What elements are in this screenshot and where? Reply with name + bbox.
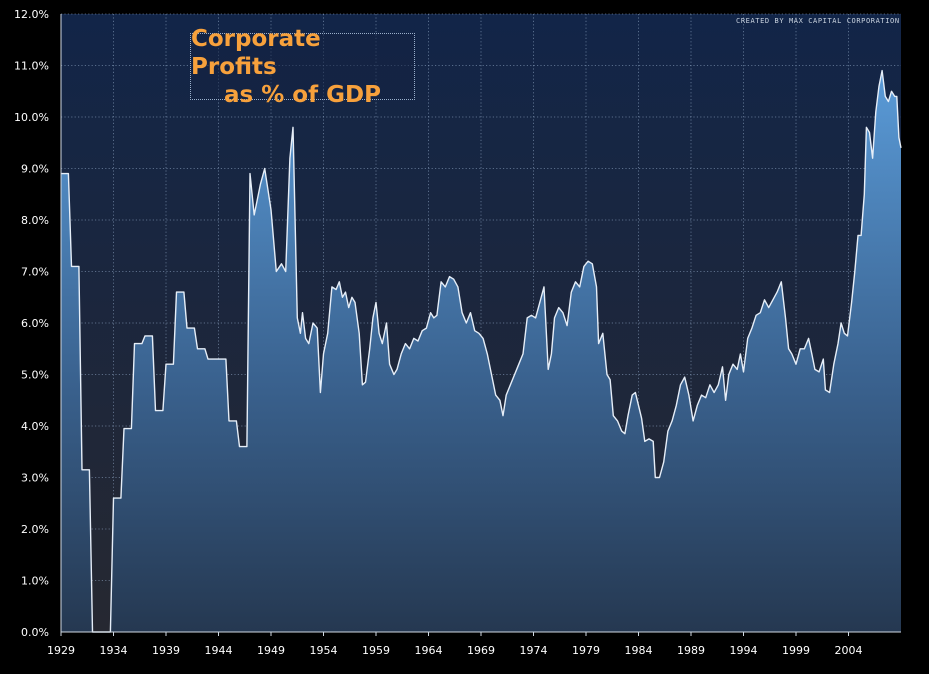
- chart-title-line-2: as % of GDP: [224, 81, 381, 108]
- y-tick-label: 2.0%: [21, 523, 49, 536]
- y-tick-label: 4.0%: [21, 420, 49, 433]
- x-tick-label: 1989: [677, 644, 705, 657]
- chart-credit: CREATED BY MAX CAPITAL CORPORATION: [736, 17, 900, 25]
- y-tick-label: 6.0%: [21, 317, 49, 330]
- x-tick-label: 1984: [625, 644, 653, 657]
- y-tick-label: 5.0%: [21, 369, 49, 382]
- x-tick-label: 1929: [47, 644, 75, 657]
- x-tick-label: 2004: [835, 644, 863, 657]
- y-tick-label: 9.0%: [21, 163, 49, 176]
- y-tick-label: 3.0%: [21, 472, 49, 485]
- x-tick-label: 1944: [205, 644, 233, 657]
- x-tick-label: 1994: [730, 644, 758, 657]
- x-tick-label: 1934: [100, 644, 128, 657]
- x-tick-label: 1954: [310, 644, 338, 657]
- x-tick-label: 1959: [362, 644, 390, 657]
- y-tick-label: 0.0%: [21, 626, 49, 639]
- chart-title: Corporate Profits as % of GDP: [190, 26, 415, 108]
- x-tick-label: 1949: [257, 644, 285, 657]
- x-tick-label: 1939: [152, 644, 180, 657]
- y-tick-label: 7.0%: [21, 266, 49, 279]
- y-tick-label: 11.0%: [14, 60, 49, 73]
- y-tick-label: 1.0%: [21, 575, 49, 588]
- y-tick-label: 8.0%: [21, 214, 49, 227]
- x-axis-ticks: 1929 1934 1939 1944 1949 1954 1959 1964 1969 1974…: [47, 632, 863, 657]
- x-tick-label: 1974: [520, 644, 548, 657]
- profit-line: [61, 69, 902, 633]
- y-tick-label: 10.0%: [14, 111, 49, 124]
- x-tick-label: 1999: [782, 644, 810, 657]
- chart-title-line-1: Corporate Profits: [191, 25, 321, 80]
- y-tick-label: 12.0%: [14, 8, 49, 21]
- x-tick-label: 1964: [415, 644, 443, 657]
- x-tick-label: 1969: [467, 644, 495, 657]
- x-tick-label: 1979: [572, 644, 600, 657]
- y-axis-ticks: 0.0% 1.0% 2.0% 3.0% 4.0% 5.0% 6.0% 7.0% 8.0% 9.0%…: [14, 8, 49, 639]
